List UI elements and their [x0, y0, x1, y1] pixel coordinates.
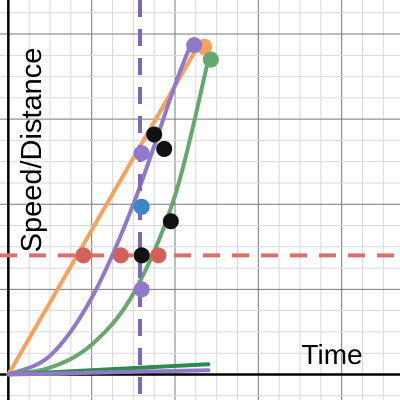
data-point-black — [133, 247, 150, 264]
y-axis-label: Speed/Distance — [16, 48, 48, 253]
data-point-red — [75, 247, 92, 264]
data-point-black — [156, 140, 173, 157]
data-point-purple — [186, 37, 203, 54]
data-point-black — [162, 213, 179, 230]
x-axis-label: Time — [301, 339, 362, 370]
data-point-purple — [133, 281, 150, 298]
data-point-red — [150, 247, 167, 264]
data-points — [75, 37, 219, 298]
series-curve-2 — [6, 40, 194, 377]
series-curve-5 — [6, 368, 211, 377]
data-point-green — [202, 51, 219, 68]
series-curve-3 — [6, 57, 211, 377]
data-point-blue — [133, 198, 150, 215]
data-point-purple — [133, 145, 150, 162]
data-point-black — [146, 126, 163, 143]
series-curves — [6, 40, 211, 377]
series-curve-1 — [6, 40, 202, 377]
data-point-red — [112, 247, 129, 264]
